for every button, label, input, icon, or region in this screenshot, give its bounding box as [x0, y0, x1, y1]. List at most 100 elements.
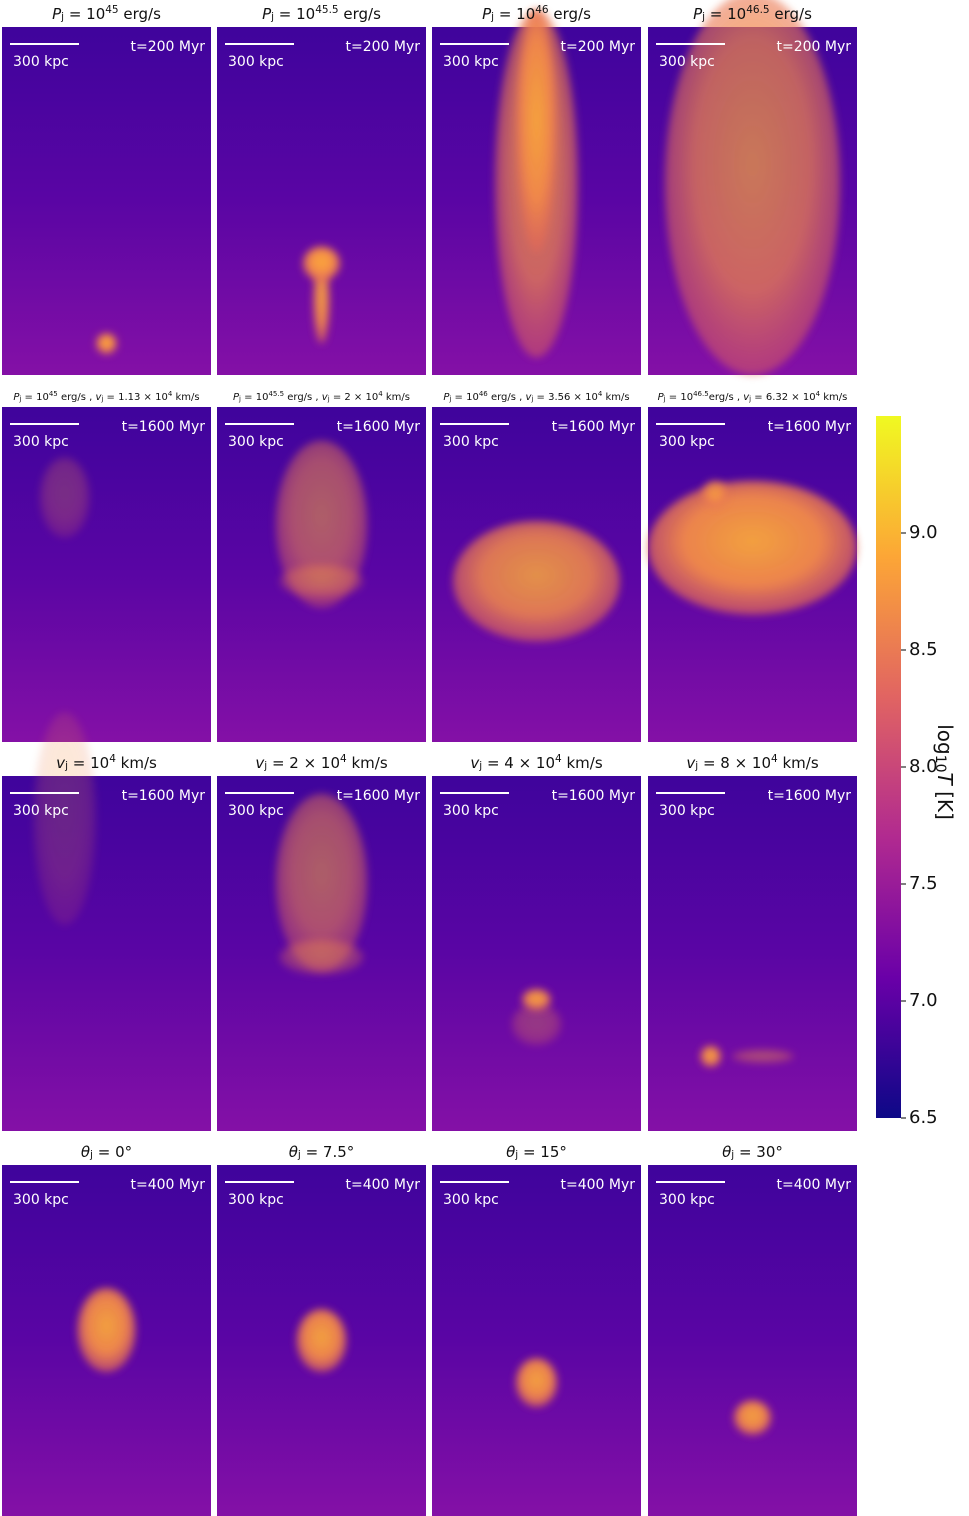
hot-gas [275, 793, 368, 972]
scale-label: 300 kpc [659, 803, 715, 819]
title-part: km/s [347, 754, 388, 772]
title-part: θ [81, 1143, 90, 1161]
title-part: j [448, 395, 451, 403]
hot-gas [279, 564, 364, 598]
title-part: j [701, 11, 705, 23]
time-label: t=1600 Myr [122, 419, 206, 435]
panel-title: θj = 15° [506, 1143, 567, 1161]
title-part: = 10 [64, 5, 105, 23]
time-label: t=400 Myr [776, 1177, 851, 1193]
hot-gas [700, 1045, 722, 1068]
sim-panel [2, 776, 211, 1131]
hot-gas [664, 0, 841, 375]
hot-gas [296, 1308, 347, 1373]
title-part: v [470, 754, 480, 772]
time-label: t=400 Myr [560, 1177, 635, 1193]
scale-label: 300 kpc [443, 803, 499, 819]
scale-label: 300 kpc [13, 803, 69, 819]
hot-gas [521, 989, 552, 1011]
scale-label: 300 kpc [13, 1192, 69, 1208]
title-part: P [658, 392, 665, 403]
title-part: erg/s , [709, 392, 744, 403]
panel-title: Pj = 1046 erg/s [482, 4, 591, 23]
panel-title: θj = 7.5° [289, 1143, 355, 1161]
time-label: t=200 Myr [130, 39, 205, 55]
title-part: j [730, 1149, 734, 1161]
hot-gas [702, 480, 728, 508]
panel-title: Pj = 1045.5 erg/s , vj = 2 × 104 km/s [233, 390, 410, 403]
scale-label: 300 kpc [659, 54, 715, 70]
title-part: v [322, 392, 329, 403]
title-part: j [530, 395, 533, 403]
title-part: 45.5 [315, 4, 338, 16]
title-part: 46.5 [746, 4, 769, 16]
hot-gas [77, 1287, 136, 1373]
title-part: [K] [934, 785, 958, 820]
hot-gas [733, 1400, 772, 1436]
title-part: km/s [602, 392, 629, 403]
title-part: P [262, 5, 272, 23]
title-part: j [263, 760, 267, 772]
time-label: t=1600 Myr [552, 419, 636, 435]
scale-label: 300 kpc [228, 54, 284, 70]
title-part: = 10 [494, 5, 535, 23]
hot-gas [515, 9, 558, 254]
title-part: j [60, 11, 64, 23]
hot-gas [302, 246, 341, 282]
scale-label: 300 kpc [228, 803, 284, 819]
title-part: = 1.13 × 10 [103, 392, 167, 403]
sim-panel [648, 1165, 857, 1516]
title-part: j [748, 395, 751, 403]
title-part: P [482, 5, 492, 23]
title-part: 4 [340, 753, 347, 765]
title-part: km/s [820, 392, 847, 403]
hot-gas [515, 1358, 558, 1408]
hot-gas [313, 260, 330, 344]
panel-title: Pj = 1045.5 erg/s [262, 4, 381, 23]
time-label: t=200 Myr [560, 39, 635, 55]
panel-title: θj = 0° [81, 1143, 132, 1161]
title-part: v [743, 392, 750, 403]
time-label: t=1600 Myr [337, 419, 421, 435]
colorbar-tick-label: 7.0 [909, 990, 938, 1011]
time-label: t=200 Myr [345, 39, 420, 55]
title-part: j [64, 760, 68, 772]
hot-gas [452, 520, 621, 642]
hot-gas [648, 480, 857, 615]
title-part: 45 [105, 4, 118, 16]
title-part: = 15° [518, 1143, 567, 1161]
title-part: 46 [535, 4, 549, 16]
panel-title: Pj = 1046.5erg/s , vj = 6.32 × 104 km/s [658, 390, 848, 403]
title-part: = 7.5° [301, 1143, 354, 1161]
title-part: P [443, 392, 450, 403]
title-part: j [270, 11, 274, 23]
scale-label: 300 kpc [443, 54, 499, 70]
title-part: = 10 [68, 754, 109, 772]
title-part: j [18, 395, 21, 403]
scale-label: 300 kpc [13, 54, 69, 70]
title-part: 4 [168, 390, 173, 398]
title-part: = 10 [705, 5, 746, 23]
title-part: 46 [479, 390, 488, 398]
title-part: 10 [933, 755, 949, 773]
title-part: v [686, 754, 696, 772]
title-part: θ [289, 1143, 298, 1161]
title-part: v [56, 754, 66, 772]
title-part: 45.5 [268, 390, 284, 398]
title-part: = 10 [451, 392, 478, 403]
colorbar-tick-label: 6.5 [909, 1107, 938, 1128]
colorbar-label: log10T [K] [933, 724, 958, 820]
sim-panel [432, 1165, 641, 1516]
scale-label: 300 kpc [659, 434, 715, 450]
panel-title: Pj = 1045 erg/s , vj = 1.13 × 104 km/s [13, 390, 199, 403]
title-part: θ [722, 1143, 731, 1161]
hot-gas [731, 1049, 795, 1064]
hot-gas [511, 1003, 562, 1046]
title-part: = 10 [21, 392, 48, 403]
title-part: j [514, 1149, 518, 1161]
title-part: j [694, 760, 698, 772]
time-label: t=1600 Myr [768, 788, 852, 804]
time-label: t=200 Myr [776, 39, 851, 55]
title-part: = 2 × 10 [267, 754, 340, 772]
